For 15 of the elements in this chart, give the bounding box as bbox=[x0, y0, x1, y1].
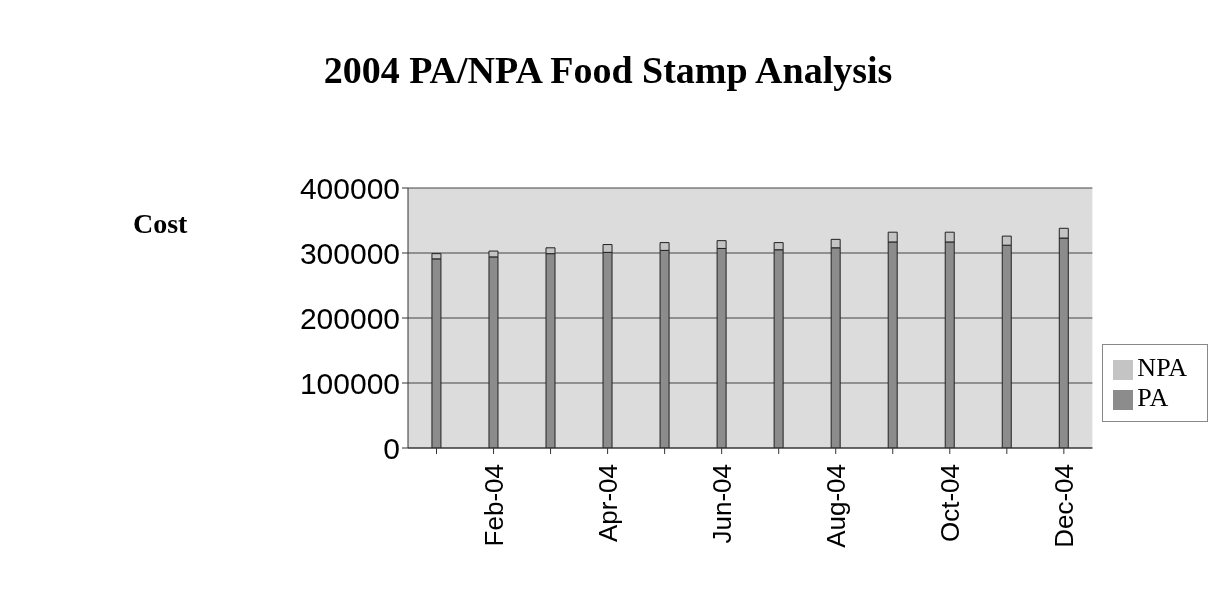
chart-title: 2004 PA/NPA Food Stamp Analysis bbox=[322, 48, 894, 92]
y-tick-label: 0 bbox=[383, 431, 400, 465]
legend-label: PA bbox=[1137, 383, 1169, 412]
y-tick-label: 100000 bbox=[299, 366, 400, 400]
y-axis-title: Cost bbox=[133, 208, 188, 240]
x-tick-label: Jun-04 bbox=[706, 464, 737, 544]
y-tick-label: 200000 bbox=[299, 301, 400, 335]
y-tick-label: 300000 bbox=[299, 236, 400, 270]
y-tick-label: 400000 bbox=[299, 171, 400, 205]
x-tick-label: Apr-04 bbox=[592, 464, 623, 543]
x-tick-label: Dec-04 bbox=[1048, 464, 1079, 548]
legend-label: NPA bbox=[1137, 353, 1187, 382]
x-tick-label: Feb-04 bbox=[478, 464, 509, 547]
x-tick-label: Oct-04 bbox=[934, 464, 965, 543]
x-tick-label: Aug-04 bbox=[820, 464, 851, 548]
